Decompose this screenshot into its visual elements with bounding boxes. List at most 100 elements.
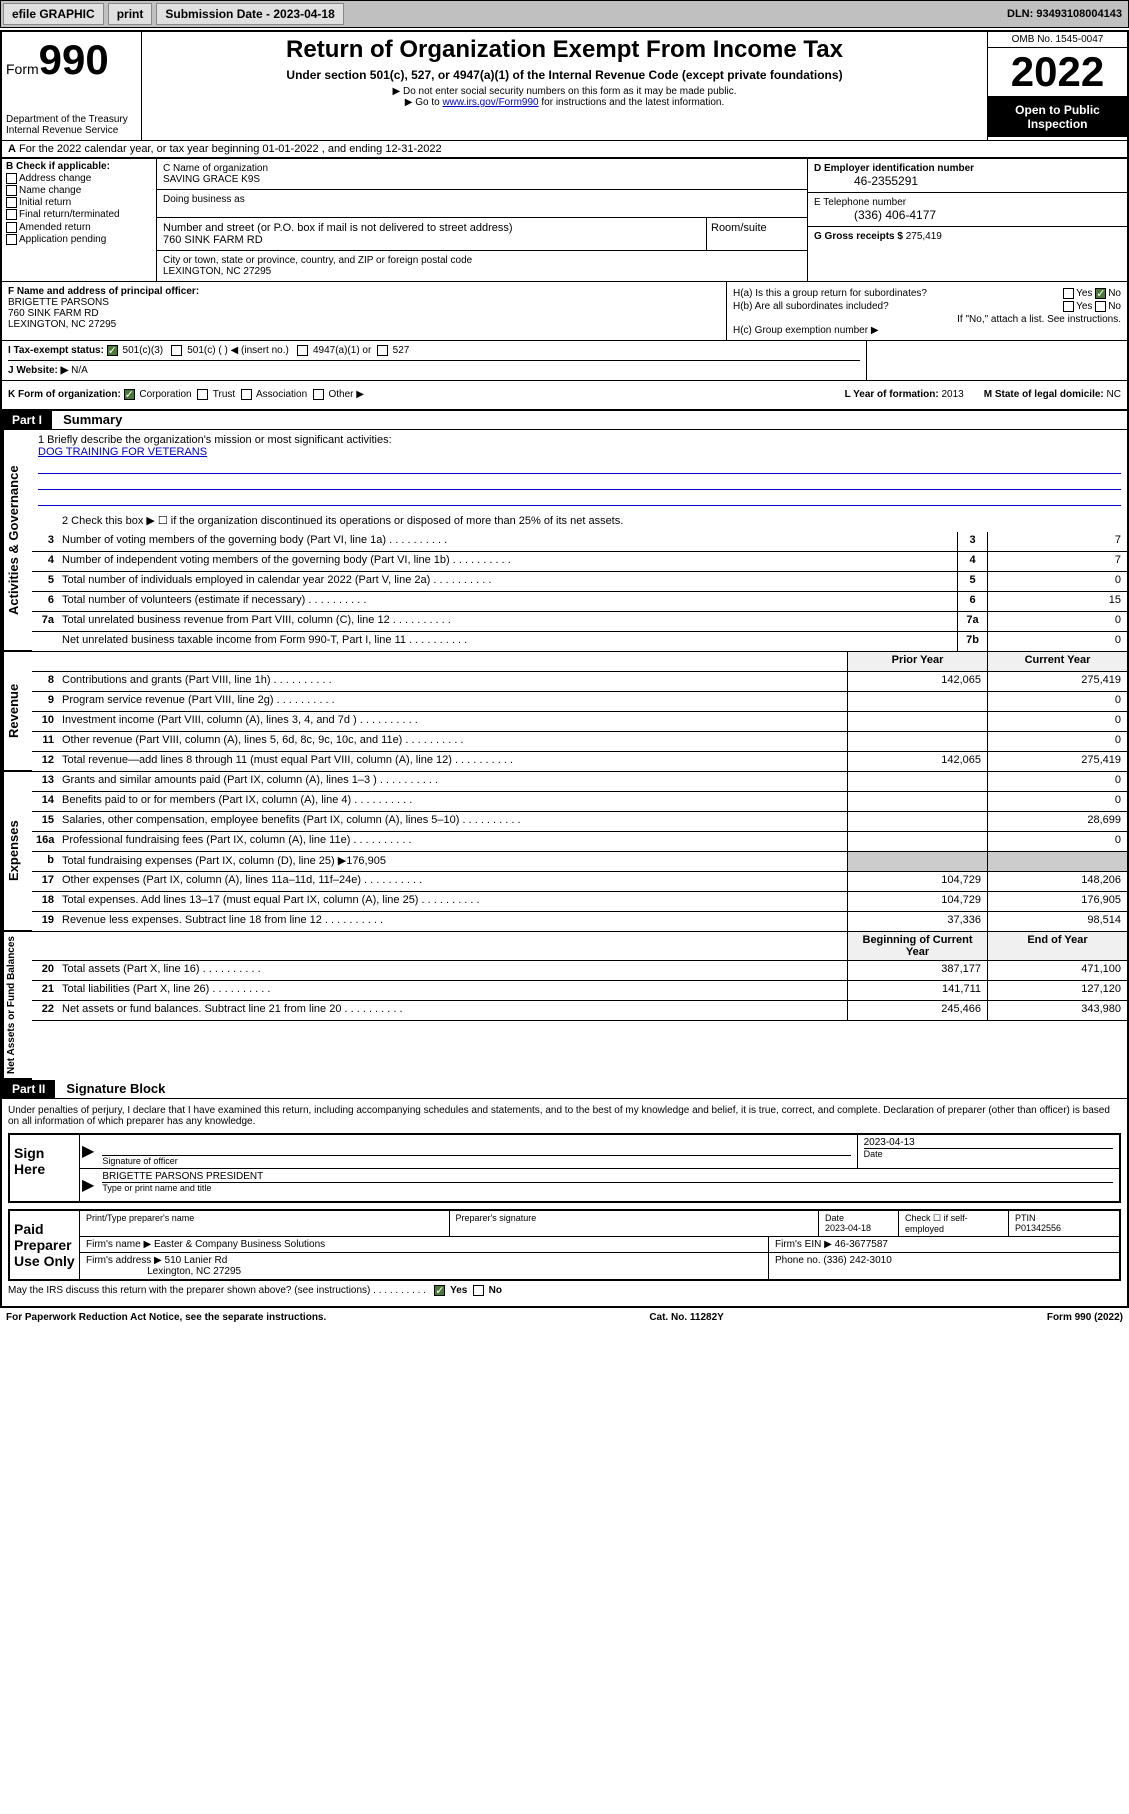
cb-corporation[interactable] xyxy=(124,389,135,400)
vtab-expenses: Expenses xyxy=(2,772,32,932)
cb-name-change[interactable]: Name change xyxy=(6,185,152,196)
ein-label: D Employer identification number xyxy=(814,163,1121,174)
officer-name: BRIGETTE PARSONS xyxy=(8,297,720,308)
summary-line: 13Grants and similar amounts paid (Part … xyxy=(32,772,1127,792)
tel-value: (336) 406-4177 xyxy=(814,208,1121,222)
toolbar: efile GRAPHIC print Submission Date - 20… xyxy=(0,0,1129,28)
ssn-note: ▶ Do not enter social security numbers o… xyxy=(146,86,983,97)
summary-line: 14Benefits paid to or for members (Part … xyxy=(32,792,1127,812)
tax-exempt-label: I Tax-exempt status: xyxy=(8,345,104,356)
print-button[interactable]: print xyxy=(108,3,153,25)
cb-discuss-yes[interactable] xyxy=(434,1285,445,1296)
website-label: J Website: ▶ xyxy=(8,365,68,376)
summary-line: 17Other expenses (Part IX, column (A), l… xyxy=(32,872,1127,892)
sign-here-label: Sign Here xyxy=(10,1135,80,1201)
row-a-tax-year: A For the 2022 calendar year, or tax yea… xyxy=(2,141,1127,159)
vtab-governance: Activities & Governance xyxy=(2,430,32,652)
form-subtitle: Under section 501(c), 527, or 4947(a)(1)… xyxy=(146,68,983,82)
mission-label: 1 Briefly describe the organization's mi… xyxy=(38,434,1121,446)
officer-addr2: LEXINGTON, NC 27295 xyxy=(8,319,720,330)
summary-line: 20Total assets (Part X, line 16)387,1774… xyxy=(32,961,1127,981)
summary-line: 15Salaries, other compensation, employee… xyxy=(32,812,1127,832)
summary-line: 5Total number of individuals employed in… xyxy=(32,572,1127,592)
beg-year-hdr: Beginning of Current Year xyxy=(847,932,987,960)
sig-declaration: Under penalties of perjury, I declare th… xyxy=(8,1105,1121,1127)
ha-label: H(a) Is this a group return for subordin… xyxy=(733,288,927,299)
summary-line: 6Total number of volunteers (estimate if… xyxy=(32,592,1127,612)
footer-formno: Form 990 (2022) xyxy=(1047,1312,1123,1323)
officer-label: F Name and address of principal officer: xyxy=(8,286,720,297)
ptin-value: P01342556 xyxy=(1015,1223,1061,1233)
hc-label: H(c) Group exemption number ▶ xyxy=(733,325,1121,336)
summary-line: 3Number of voting members of the governi… xyxy=(32,532,1127,552)
year-formation: 2013 xyxy=(941,389,963,400)
firm-phone: (336) 242-3010 xyxy=(823,1255,891,1266)
form-990: Form990 Department of the Treasury Inter… xyxy=(0,30,1129,1308)
vtab-netassets: Net Assets or Fund Balances xyxy=(2,932,32,1080)
cb-501c3[interactable] xyxy=(107,345,118,356)
cb-initial-return[interactable]: Initial return xyxy=(6,197,152,208)
gross-value: 275,419 xyxy=(906,231,942,242)
summary-line: Net unrelated business taxable income fr… xyxy=(32,632,1127,652)
city-label: City or town, state or province, country… xyxy=(163,255,801,266)
summary-line: 18Total expenses. Add lines 13–17 (must … xyxy=(32,892,1127,912)
summary-line: 10Investment income (Part VIII, column (… xyxy=(32,712,1127,732)
cb-address-change[interactable]: Address change xyxy=(6,173,152,184)
cb-final-return[interactable]: Final return/terminated xyxy=(6,209,152,220)
paid-preparer-label: Paid Preparer Use Only xyxy=(10,1211,80,1279)
hb-label: H(b) Are all subordinates included? xyxy=(733,301,889,312)
irs-link[interactable]: www.irs.gov/Form990 xyxy=(442,97,538,108)
col-b-checkboxes: B Check if applicable: Address change Na… xyxy=(2,159,157,281)
firm-ein: 46-3677587 xyxy=(835,1239,888,1250)
cb-discuss-no[interactable] xyxy=(473,1285,484,1296)
cb-amended-return[interactable]: Amended return xyxy=(6,222,152,233)
org-name: SAVING GRACE K9S xyxy=(163,174,801,185)
cb-4947[interactable] xyxy=(297,345,308,356)
summary-line: 16aProfessional fundraising fees (Part I… xyxy=(32,832,1127,852)
officer-addr1: 760 SINK FARM RD xyxy=(8,308,720,319)
summary-line: 9Program service revenue (Part VIII, lin… xyxy=(32,692,1127,712)
tel-label: E Telephone number xyxy=(814,197,1121,208)
summary-line: 11Other revenue (Part VIII, column (A), … xyxy=(32,732,1127,752)
sig-officer-label: Signature of officer xyxy=(102,1155,850,1166)
state-domicile: NC xyxy=(1107,389,1121,400)
footer-catno: Cat. No. 11282Y xyxy=(649,1312,723,1323)
summary-line: bTotal fundraising expenses (Part IX, co… xyxy=(32,852,1127,872)
sig-name-value: BRIGETTE PARSONS PRESIDENT xyxy=(102,1171,1113,1182)
cb-trust[interactable] xyxy=(197,389,208,400)
form-number: 990 xyxy=(39,36,109,83)
cb-association[interactable] xyxy=(241,389,252,400)
hb-note: If "No," attach a list. See instructions… xyxy=(733,314,1121,325)
cb-other[interactable] xyxy=(313,389,324,400)
submission-date-button[interactable]: Submission Date - 2023-04-18 xyxy=(156,3,343,25)
footer-paperwork: For Paperwork Reduction Act Notice, see … xyxy=(6,1312,326,1323)
form-org-label: K Form of organization: xyxy=(8,390,121,401)
tax-year: 2022 xyxy=(988,48,1127,97)
firm-addr2: Lexington, NC 27295 xyxy=(147,1266,241,1277)
gross-label: G Gross receipts $ xyxy=(814,231,903,242)
check-self-employed[interactable]: Check ☐ if self-employed xyxy=(899,1211,1009,1236)
summary-line: 4Number of independent voting members of… xyxy=(32,552,1127,572)
efile-button[interactable]: efile GRAPHIC xyxy=(3,3,104,25)
sig-date-label: Date xyxy=(864,1148,1113,1159)
prep-date: 2023-04-18 xyxy=(825,1223,871,1233)
summary-line: 21Total liabilities (Part X, line 26)141… xyxy=(32,981,1127,1001)
part1-header: Part I xyxy=(2,411,52,429)
irs-label: Internal Revenue Service xyxy=(6,125,137,136)
form-id-box: Form990 Department of the Treasury Inter… xyxy=(2,32,142,140)
sig-name-label: Type or print name and title xyxy=(102,1182,1113,1193)
firm-addr1: 510 Lanier Rd xyxy=(165,1255,228,1266)
open-inspection: Open to Public Inspection xyxy=(988,97,1127,137)
end-year-hdr: End of Year xyxy=(987,932,1127,960)
website-value: N/A xyxy=(71,365,88,376)
prep-sig-label: Preparer's signature xyxy=(450,1211,820,1236)
sig-date-value: 2023-04-13 xyxy=(864,1137,1113,1148)
cb-501c[interactable] xyxy=(171,345,182,356)
part2-header: Part II xyxy=(2,1080,55,1098)
prep-name-label: Print/Type preparer's name xyxy=(80,1211,450,1236)
firm-name: Easter & Company Business Solutions xyxy=(154,1239,325,1250)
cb-app-pending[interactable]: Application pending xyxy=(6,234,152,245)
cb-527[interactable] xyxy=(377,345,388,356)
vtab-revenue: Revenue xyxy=(2,652,32,772)
discuss-label: May the IRS discuss this return with the… xyxy=(8,1285,370,1296)
